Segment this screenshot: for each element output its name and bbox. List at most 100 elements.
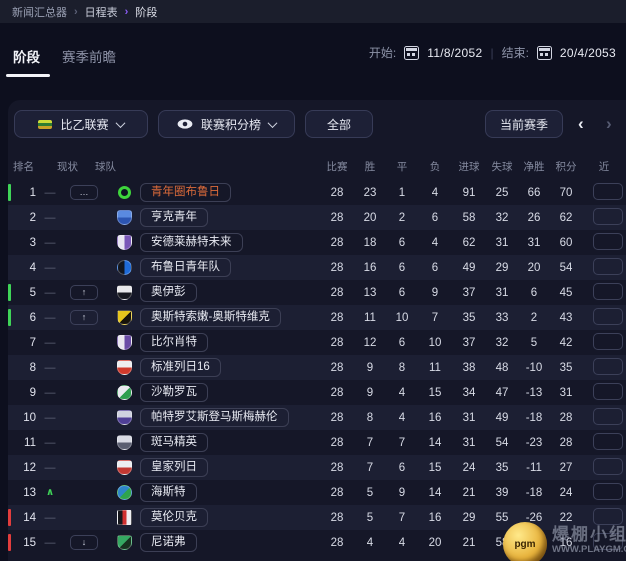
status-cell: — (44, 436, 56, 449)
team-name[interactable]: 莫伦贝克 (140, 508, 208, 527)
scope-all-button[interactable]: 全部 (305, 110, 373, 138)
table-row[interactable]: 4 — 布鲁日青年队 28 16 6 6 49 29 20 54 (8, 255, 626, 280)
table-header: 排名 现状 球队 比赛 胜 平 负 进球 失球 净胜 积分 近 (8, 152, 626, 180)
current-season-button[interactable]: 当前赛季 (485, 110, 563, 138)
club-logo-icon (116, 235, 132, 250)
trend-badge[interactable]: ↑ (70, 285, 98, 300)
table-row[interactable]: 6 — ↑ 奥斯特索嫩-奥斯特维克 28 11 10 7 35 33 2 43 (8, 305, 626, 330)
played-cell: 28 (330, 336, 344, 349)
form-box[interactable] (593, 257, 623, 275)
table-row[interactable]: 14 — 莫伦贝克 28 5 7 16 29 55 -26 22 (8, 505, 626, 530)
rank-cell: 8 (29, 361, 36, 374)
tab-stage[interactable]: 阶段 (13, 50, 40, 65)
status-cell: — (44, 286, 56, 299)
table-row[interactable]: 7 — 比尔肖特 28 12 6 10 37 32 5 42 (8, 330, 626, 355)
form-box[interactable] (593, 507, 623, 525)
form-box[interactable] (593, 407, 623, 425)
form-box[interactable] (593, 482, 623, 500)
tab-season-preview[interactable]: 赛季前瞻 (62, 50, 116, 65)
trend-badge[interactable]: ↑ (70, 310, 98, 325)
status-cell: — (44, 461, 56, 474)
club-logo-icon (116, 285, 132, 300)
team-name[interactable]: 斑马精英 (140, 433, 208, 452)
end-date-value: 20/4/2053 (559, 45, 616, 60)
form-box[interactable] (593, 457, 623, 475)
played-cell: 28 (330, 261, 344, 274)
header-goals-for[interactable]: 进球 (458, 160, 480, 173)
header-rank[interactable]: 排名 (13, 160, 34, 173)
header-status[interactable]: 现状 (57, 160, 78, 173)
prev-season-arrow[interactable]: ‹ (578, 114, 584, 133)
table-row[interactable]: 13 ∧ 海斯特 28 5 9 14 21 39 -18 24 (8, 480, 626, 505)
form-box[interactable] (593, 307, 623, 325)
team-name[interactable]: 沙勒罗瓦 (140, 383, 208, 402)
competition-dropdown[interactable]: 比乙联赛 (14, 110, 148, 138)
competition-label: 比乙联赛 (60, 117, 109, 132)
start-date-value: 11/8/2052 (427, 45, 483, 60)
form-box[interactable] (593, 282, 623, 300)
form-box[interactable] (593, 357, 623, 375)
form-box[interactable] (593, 382, 623, 400)
header-goal-diff[interactable]: 净胜 (523, 160, 545, 173)
status-cell: — (44, 236, 56, 249)
goal-diff-cell: -10 (525, 361, 543, 374)
played-cell: 28 (330, 211, 344, 224)
table-row[interactable]: 1 — … 青年圈布鲁日 28 23 1 4 91 25 66 70 (8, 180, 626, 205)
table-row[interactable]: 12 — 皇家列日 28 7 6 15 24 35 -11 27 (8, 455, 626, 480)
trend-badge[interactable]: ↓ (70, 535, 98, 550)
played-cell: 28 (330, 536, 344, 549)
team-name[interactable]: 布鲁日青年队 (140, 258, 231, 277)
drawn-cell: 4 (398, 536, 406, 549)
header-drawn[interactable]: 平 (396, 160, 408, 173)
team-name[interactable]: 尼诺弗 (140, 533, 197, 552)
team-name[interactable]: 标准列日16 (140, 358, 221, 377)
chevron-right-icon: › (74, 5, 78, 18)
team-name[interactable]: 安德莱赫特未来 (140, 233, 243, 252)
header-played[interactable]: 比赛 (326, 160, 348, 173)
team-name[interactable]: 亨克青年 (140, 208, 208, 227)
team-name[interactable]: 青年圈布鲁日 (140, 183, 231, 202)
table-row[interactable]: 9 — 沙勒罗瓦 28 9 4 15 34 47 -13 31 (8, 380, 626, 405)
table-row[interactable]: 2 — 亨克青年 28 20 2 6 58 32 26 62 (8, 205, 626, 230)
won-cell: 13 (363, 286, 377, 299)
lost-cell: 15 (428, 461, 442, 474)
form-box[interactable] (593, 207, 623, 225)
header-won[interactable]: 胜 (364, 160, 376, 173)
trend-badge[interactable]: … (70, 185, 98, 200)
won-cell: 20 (363, 211, 377, 224)
played-cell: 28 (330, 386, 344, 399)
table-row[interactable]: 11 — 斑马精英 28 7 7 14 31 54 -23 28 (8, 430, 626, 455)
table-row[interactable]: 15 — ↓ 尼诺弗 28 4 4 20 21 58 -37 16 (8, 530, 626, 555)
form-box[interactable] (593, 182, 623, 200)
team-name[interactable]: 比尔肖特 (140, 333, 208, 352)
header-team[interactable]: 球队 (95, 160, 116, 173)
form-box[interactable] (593, 432, 623, 450)
table-row[interactable]: 10 — 帕特罗艾斯登马斯梅赫伦 28 8 4 16 31 49 -18 28 (8, 405, 626, 430)
team-name[interactable]: 皇家列日 (140, 458, 208, 477)
header-points[interactable]: 积分 (555, 160, 577, 173)
header-form-partial[interactable]: 近 (598, 160, 610, 173)
form-box[interactable] (593, 532, 623, 550)
next-season-arrow[interactable]: › (606, 114, 612, 133)
table-row[interactable]: 8 — 标准列日16 28 9 8 11 38 48 -10 35 (8, 355, 626, 380)
team-name[interactable]: 帕特罗艾斯登马斯梅赫伦 (140, 408, 289, 427)
won-cell: 9 (366, 386, 374, 399)
form-box[interactable] (593, 332, 623, 350)
goal-diff-cell: -18 (525, 411, 543, 424)
header-goals-against[interactable]: 失球 (491, 160, 513, 173)
view-dropdown[interactable]: 联赛积分榜 (158, 110, 295, 138)
date-range: 开始: 11/8/2052 | 结束: 20/4/2053 (369, 44, 616, 61)
drawn-cell: 6 (398, 336, 406, 349)
table-row[interactable]: 3 — 安德莱赫特未来 28 18 6 4 62 31 31 60 (8, 230, 626, 255)
team-name[interactable]: 奥斯特索嫩-奥斯特维克 (140, 308, 281, 327)
team-name[interactable]: 海斯特 (140, 483, 197, 502)
breadcrumb-item-stage[interactable]: 阶段 (135, 6, 158, 19)
table-row[interactable]: 5 — ↑ 奥伊彭 28 13 6 9 37 31 6 45 (8, 280, 626, 305)
lost-cell: 6 (431, 211, 439, 224)
form-box[interactable] (593, 232, 623, 250)
breadcrumb-item-news[interactable]: 新闻汇总器 (12, 6, 67, 19)
team-name[interactable]: 奥伊彭 (140, 283, 197, 302)
breadcrumb-item-schedule[interactable]: 日程表 (84, 6, 118, 19)
header-lost[interactable]: 负 (429, 160, 441, 173)
